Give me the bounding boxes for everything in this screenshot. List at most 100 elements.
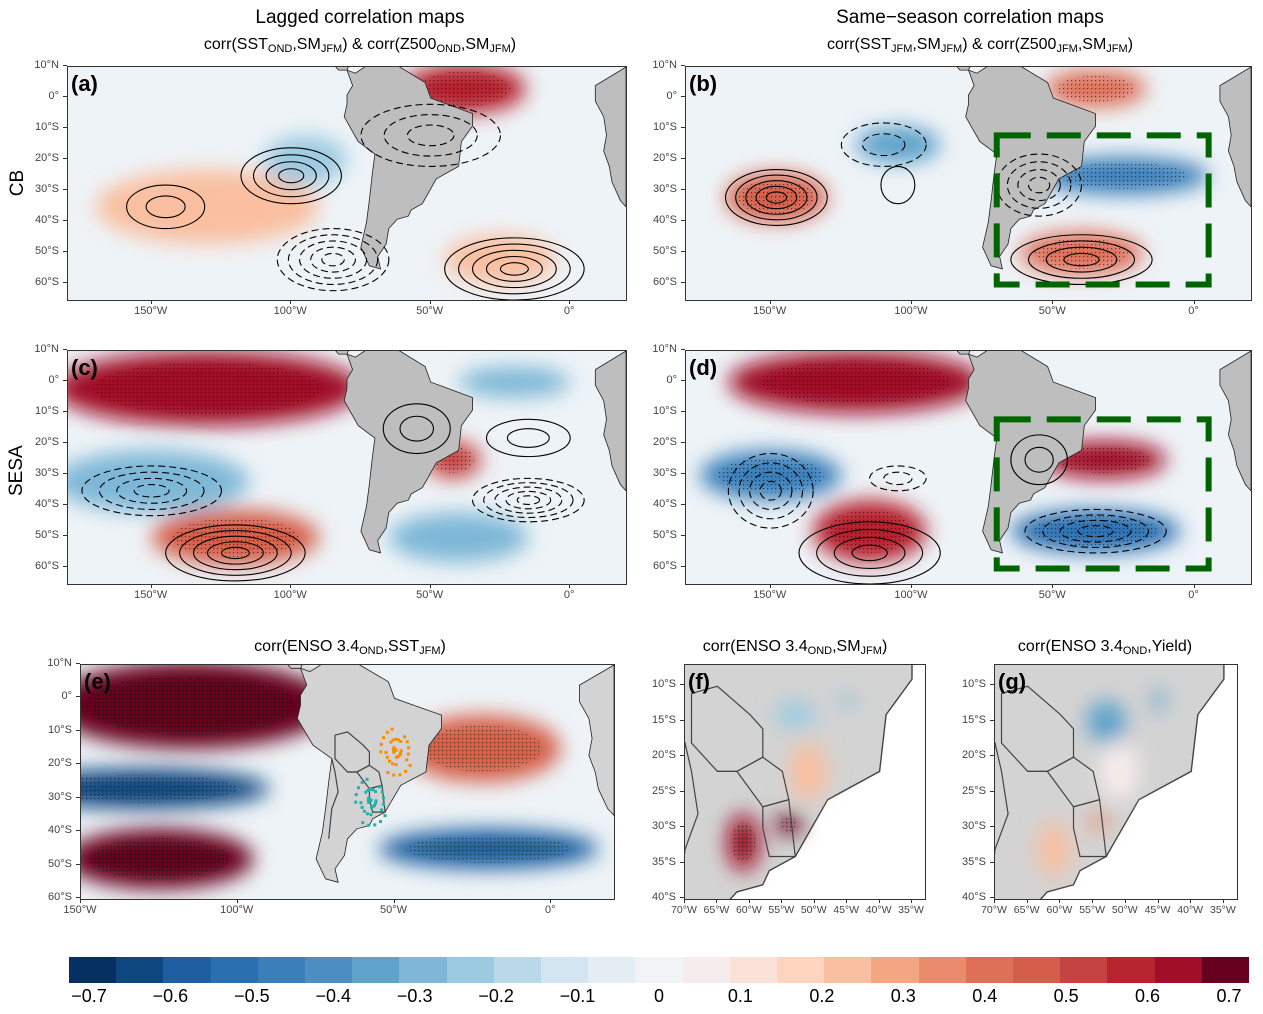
subscript-text: JFM bbox=[489, 43, 511, 55]
title-text: ) bbox=[510, 36, 517, 53]
z500-contour-positive bbox=[1010, 234, 1153, 286]
y-tick-label: 40°S bbox=[633, 214, 685, 226]
colorbar-tick-label: −0.1 bbox=[559, 986, 596, 1006]
y-tick-label: 50°S bbox=[28, 858, 80, 870]
y-tick-label: 0° bbox=[15, 90, 67, 102]
y-tick-label: 40°S bbox=[942, 891, 994, 903]
left-column-subtitle: corr(SSTOND,SMJFM) & corr(Z500OND,SMJFM) bbox=[100, 36, 620, 55]
panel-b: (b) bbox=[685, 66, 1252, 301]
z500-contour-positive bbox=[1024, 446, 1054, 473]
z500-contour-negative bbox=[1077, 525, 1114, 538]
y-tick-label: 10°N bbox=[633, 59, 685, 71]
z500-contour-negative bbox=[869, 465, 927, 492]
title-text: ,SM bbox=[1077, 36, 1107, 53]
y-tick-label: 25°S bbox=[942, 785, 994, 797]
x-tick-label: 35°W bbox=[1198, 899, 1248, 916]
country-border bbox=[328, 758, 339, 839]
crop-region-cb bbox=[406, 752, 410, 756]
crop-region-sesa bbox=[364, 790, 368, 794]
z500-contour-positive bbox=[485, 418, 571, 458]
land-africa bbox=[1219, 67, 1251, 208]
z500-contour-negative bbox=[1006, 161, 1072, 209]
map-canvas bbox=[686, 351, 1251, 584]
correlation-blob-east-pacific-negative bbox=[263, 135, 347, 186]
y-tick-label: 50°S bbox=[15, 529, 67, 541]
crop-region-cb bbox=[394, 755, 398, 759]
z500-contour-negative bbox=[98, 471, 205, 510]
y-tick-label: 30°S bbox=[633, 183, 685, 195]
colorbar-tick-label: 0.5 bbox=[1053, 986, 1079, 1006]
correlation-blob-east-pacific-negative bbox=[855, 126, 941, 164]
title-text: corr(SST bbox=[826, 36, 891, 53]
y-tick-label: 10°S bbox=[942, 678, 994, 690]
crop-region-cb bbox=[394, 763, 398, 767]
colorbar-tick-label: 0.7 bbox=[1216, 986, 1242, 1006]
land-south-america bbox=[965, 351, 1096, 554]
x-tick-label: 150°W bbox=[126, 584, 176, 601]
correlation-blob-south-atlantic-negative bbox=[388, 512, 529, 563]
z500-contour-positive bbox=[1063, 252, 1100, 267]
crop-region-sesa bbox=[356, 786, 360, 790]
land-south-america bbox=[965, 67, 1096, 270]
panel-label: (e) bbox=[84, 669, 111, 694]
x-tick-label: 50°W bbox=[1027, 584, 1077, 601]
crop-region-cb bbox=[407, 746, 411, 750]
y-tick-label: 0° bbox=[15, 374, 67, 386]
z500-contour-positive bbox=[765, 191, 788, 204]
x-tick-label: 70°W bbox=[969, 899, 1019, 916]
z500-contour-negative bbox=[310, 246, 356, 273]
title-text: ,SM bbox=[292, 36, 321, 53]
subscript-text: JFM bbox=[940, 43, 963, 55]
x-tick-label: 50°W bbox=[1027, 300, 1077, 317]
crop-region-sesa bbox=[378, 820, 382, 824]
y-tick-label: 40°S bbox=[15, 498, 67, 510]
map-canvas bbox=[68, 67, 626, 300]
z500-contour-negative bbox=[1027, 176, 1051, 194]
y-tick-label: 60°S bbox=[15, 276, 67, 288]
x-tick-label: 100°W bbox=[265, 584, 315, 601]
crop-region-sesa bbox=[382, 796, 386, 800]
z500-contour-negative bbox=[321, 252, 345, 267]
correlation-blob-southern-brazil-weak-mixed bbox=[1099, 743, 1139, 800]
land-north-america bbox=[335, 351, 349, 355]
significance-stipple bbox=[84, 674, 297, 736]
colorbar-swatch bbox=[1013, 957, 1061, 983]
crop-region-sesa bbox=[374, 801, 378, 805]
colorbar-swatch bbox=[352, 957, 400, 983]
z500-contour-negative bbox=[133, 484, 170, 498]
z500-contour-negative bbox=[383, 114, 478, 157]
y-tick-label: 10°S bbox=[28, 724, 80, 736]
x-tick-label: 150°W bbox=[55, 899, 105, 916]
y-tick-label: 50°S bbox=[633, 245, 685, 257]
crop-region-cb bbox=[392, 750, 396, 754]
crop-region-sesa bbox=[365, 777, 369, 781]
crop-region-sesa bbox=[380, 790, 384, 794]
subscript-text: JFM bbox=[860, 645, 882, 657]
title-text: ,SM bbox=[832, 638, 861, 655]
subscript-text: JFM bbox=[890, 43, 913, 55]
x-tick-label: 0° bbox=[544, 300, 594, 317]
z500-contour-positive bbox=[755, 185, 798, 210]
country-border bbox=[762, 798, 796, 858]
country-border bbox=[685, 742, 699, 856]
y-tick-label: 30°S bbox=[632, 820, 684, 832]
crop-region-cb bbox=[396, 738, 400, 742]
panel-c: (c) bbox=[67, 350, 627, 585]
crop-region-sesa bbox=[367, 823, 371, 827]
y-tick-label: 10°S bbox=[15, 121, 67, 133]
x-tick-label: 40°W bbox=[1165, 899, 1215, 916]
crop-region-sesa bbox=[367, 800, 371, 804]
y-tick-label: 20°S bbox=[633, 152, 685, 164]
significance-stipple bbox=[779, 817, 799, 832]
z500-contour-negative bbox=[299, 240, 368, 279]
z500-contour-negative bbox=[738, 462, 804, 520]
crop-region-sesa bbox=[383, 814, 387, 818]
country-border bbox=[356, 764, 383, 790]
title-text: ,Yield) bbox=[1147, 638, 1193, 655]
z500-contour-positive bbox=[1027, 240, 1136, 279]
x-tick-label: 50°W bbox=[789, 899, 839, 916]
z500-contour-positive bbox=[880, 165, 916, 205]
colorbar-tick-label: 0.6 bbox=[1135, 986, 1161, 1006]
correlation-blob-central-brazil-negative bbox=[1086, 700, 1126, 743]
z500-contour-positive bbox=[220, 546, 250, 560]
